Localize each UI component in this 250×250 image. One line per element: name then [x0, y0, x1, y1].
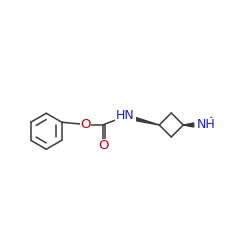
Polygon shape [183, 123, 194, 127]
Text: HN: HN [116, 109, 135, 122]
Text: O: O [80, 118, 91, 131]
Text: O: O [98, 139, 109, 152]
Polygon shape [128, 115, 159, 125]
Text: NH: NH [197, 118, 216, 132]
